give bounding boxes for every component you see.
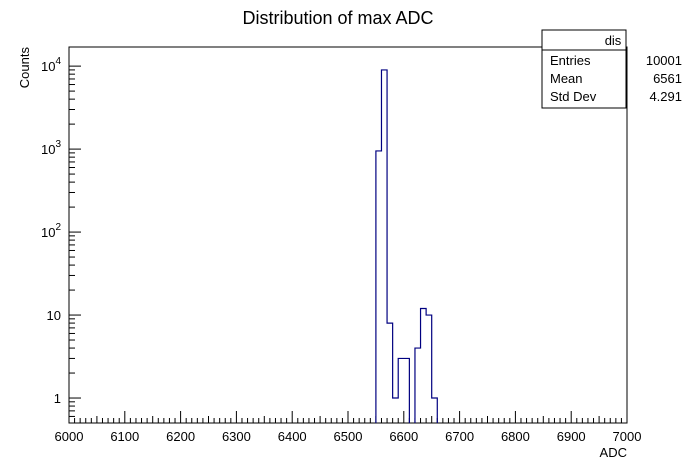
stats-box-frame [541, 29, 627, 109]
x-tick-label: 6300 [222, 429, 251, 444]
x-axis-title: ADC [600, 445, 627, 460]
histogram-bin [432, 398, 438, 423]
x-tick-label: 6100 [110, 429, 139, 444]
x-tick-label: 6000 [55, 429, 84, 444]
stats-value-entries: 10001 [646, 53, 682, 68]
histogram-bin [393, 398, 399, 423]
y-tick-label: 10 [47, 308, 61, 323]
y-axis-ticks: 1 10 102 103 104 [41, 56, 81, 417]
histogram-bin [404, 358, 410, 423]
histogram-bin [376, 151, 382, 423]
stats-box: dis Entries 10001 Mean 6561 Std Dev 4.29… [541, 29, 682, 109]
y-tick-label: 1 [54, 391, 61, 406]
y-axis-title: Counts [17, 47, 32, 89]
x-tick-label: 7000 [613, 429, 642, 444]
x-tick-label: 6900 [557, 429, 586, 444]
histogram-bin [426, 315, 432, 423]
stats-value-stddev: 4.291 [649, 89, 682, 104]
histogram-bin [421, 308, 427, 423]
chart-title: Distribution of max ADC [242, 8, 433, 28]
x-axis-ticks: 6000 6100 6200 6300 6400 6500 6600 6700 6800 6900… [55, 411, 642, 444]
y-tick-label: 102 [41, 222, 61, 240]
x-tick-label: 6600 [389, 429, 418, 444]
x-tick-label: 6800 [501, 429, 530, 444]
histogram-bins [376, 70, 437, 423]
stats-box-title: dis [605, 33, 622, 48]
x-tick-label: 6700 [445, 429, 474, 444]
x-tick-label: 6400 [278, 429, 307, 444]
histogram-bin [387, 323, 393, 423]
y-tick-label: 104 [41, 56, 61, 74]
x-tick-label: 6500 [334, 429, 363, 444]
histogram-bin [398, 358, 404, 423]
x-tick-label: 6200 [166, 429, 195, 444]
stats-label-stddev: Std Dev [550, 89, 597, 104]
y-tick-label: 103 [41, 139, 61, 157]
stats-value-mean: 6561 [653, 71, 682, 86]
stats-label-entries: Entries [550, 53, 591, 68]
histogram-bin [415, 348, 421, 423]
histogram-outline [375, 69, 438, 423]
stats-label-mean: Mean [550, 71, 583, 86]
histogram-bin [381, 70, 387, 423]
